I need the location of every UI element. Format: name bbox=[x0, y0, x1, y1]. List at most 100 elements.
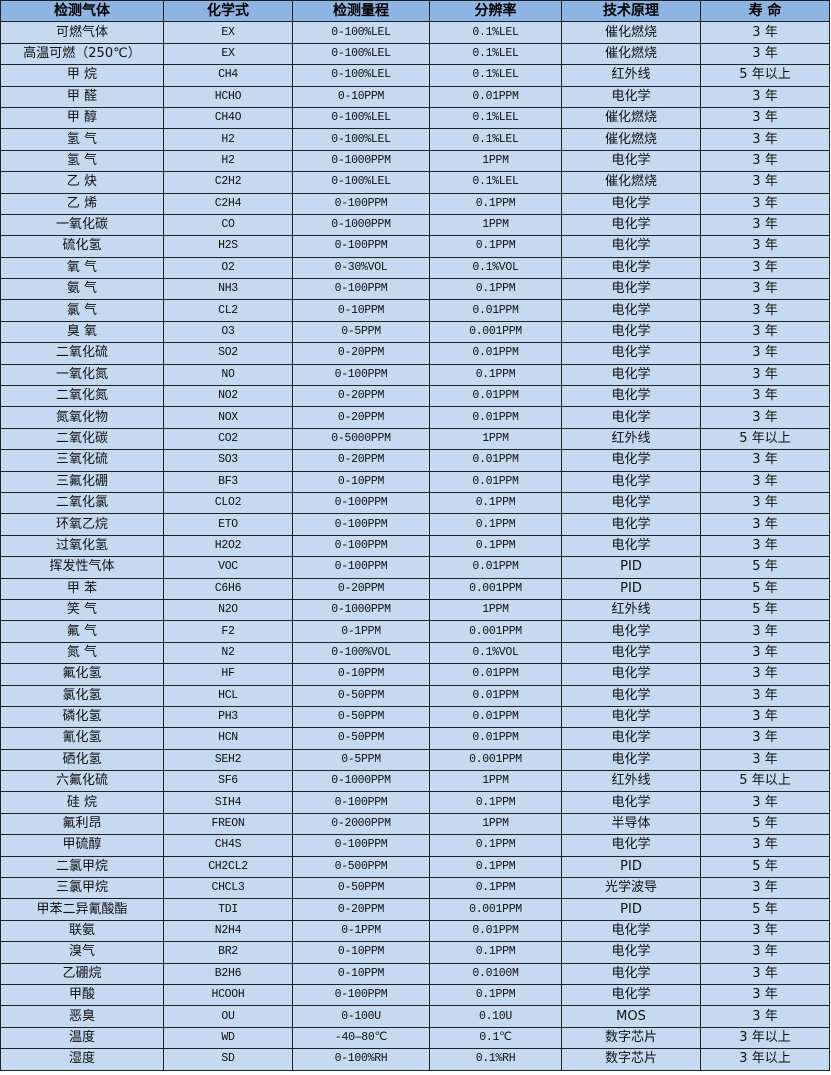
cell-formula: PH3 bbox=[163, 705, 293, 729]
cell-resolution: 0.1%RH bbox=[429, 1048, 562, 1071]
cell-range: 0-100PPM bbox=[292, 556, 430, 579]
cell-principle: 红外线 bbox=[561, 64, 701, 87]
cell-range: 0-20PPM bbox=[292, 342, 430, 365]
cell-resolution: 0.1PPM bbox=[429, 491, 562, 515]
cell-range: 0-10PPM bbox=[292, 470, 430, 493]
cell-gas: 氧 气 bbox=[0, 256, 164, 280]
cell-range: 0-100%LEL bbox=[292, 171, 430, 194]
cell-principle: 电化学 bbox=[561, 85, 701, 108]
cell-resolution: 0.1℃ bbox=[429, 1026, 562, 1050]
cell-formula: VOC bbox=[163, 556, 293, 579]
cell-formula: SIH4 bbox=[163, 791, 293, 814]
cell-formula: NH3 bbox=[163, 278, 293, 301]
cell-lifespan: 3 年 bbox=[700, 171, 830, 194]
cell-lifespan: 3 年 bbox=[700, 342, 830, 365]
cell-gas: 甲 烷 bbox=[0, 64, 164, 87]
cell-principle: 电化学 bbox=[561, 213, 701, 237]
table-row: 联氨 N2H4 0-1PPM 0.01PPM 电化学 3 年 bbox=[0, 919, 830, 943]
cell-principle: 电化学 bbox=[561, 962, 701, 985]
cell-resolution: 0.01PPM bbox=[429, 299, 562, 322]
cell-principle: 电化学 bbox=[561, 834, 701, 857]
table-row: 高温可燃（250℃） EX 0-100%LEL 0.1%LEL 催化燃烧 3 年 bbox=[0, 42, 830, 66]
cell-lifespan: 3 年 bbox=[700, 149, 830, 173]
cell-gas: 甲 醛 bbox=[0, 85, 164, 108]
cell-formula: EX bbox=[163, 21, 293, 44]
cell-principle: 电化学 bbox=[561, 620, 701, 643]
cell-range: 0-20PPM bbox=[292, 406, 430, 429]
cell-principle: 数字芯片 bbox=[561, 1048, 701, 1071]
cell-principle: 电化学 bbox=[561, 641, 701, 665]
cell-gas: 甲 苯 bbox=[0, 577, 164, 600]
cell-lifespan: 3 年 bbox=[700, 470, 830, 493]
cell-principle: 电化学 bbox=[561, 278, 701, 301]
cell-gas: 乙硼烷 bbox=[0, 962, 164, 985]
cell-lifespan: 5 年 bbox=[700, 855, 830, 879]
cell-resolution: 0.10U bbox=[429, 1005, 562, 1028]
cell-resolution: 0.01PPM bbox=[429, 85, 562, 108]
cell-formula: SF6 bbox=[163, 770, 293, 793]
header-resolution: 分辨率 bbox=[429, 0, 562, 23]
cell-resolution: 0.0100M bbox=[429, 962, 562, 985]
cell-range: 0-20PPM bbox=[292, 577, 430, 600]
cell-resolution: 0.1%LEL bbox=[429, 42, 562, 66]
cell-range: 0-100PPM bbox=[292, 235, 430, 258]
cell-resolution: 0.01PPM bbox=[429, 556, 562, 579]
cell-principle: 电化学 bbox=[561, 470, 701, 493]
cell-gas: 一氧化碳 bbox=[0, 213, 164, 237]
cell-gas: 氮氧化物 bbox=[0, 406, 164, 429]
cell-range: 0-100PPM bbox=[292, 278, 430, 301]
cell-lifespan: 3 年 bbox=[700, 663, 830, 686]
table-row: 过氧化氢 H2O2 0-100PPM 0.1PPM 电化学 3 年 bbox=[0, 534, 830, 558]
cell-formula: SD bbox=[163, 1048, 293, 1071]
cell-formula: ETO bbox=[163, 513, 293, 536]
cell-formula: HCN bbox=[163, 727, 293, 750]
cell-resolution: 0.1PPM bbox=[429, 235, 562, 258]
cell-formula: B2H6 bbox=[163, 962, 293, 985]
cell-principle: 电化学 bbox=[561, 235, 701, 258]
cell-formula: CH4S bbox=[163, 834, 293, 857]
cell-gas: 挥发性气体 bbox=[0, 556, 164, 579]
cell-range: 0-100PPM bbox=[292, 192, 430, 215]
cell-range: 0-100%LEL bbox=[292, 64, 430, 87]
cell-range: 0-1000PPM bbox=[292, 770, 430, 793]
cell-range: 0-1000PPM bbox=[292, 598, 430, 622]
cell-principle: 电化学 bbox=[561, 385, 701, 408]
table-row: 笑 气 N2O 0-1000PPM 1PPM 红外线 5 年 bbox=[0, 598, 830, 622]
cell-formula: BF3 bbox=[163, 470, 293, 493]
cell-resolution: 0.001PPM bbox=[429, 898, 562, 921]
cell-formula: SO2 bbox=[163, 342, 293, 365]
table-row: 氮氧化物 NOX 0-20PPM 0.01PPM 电化学 3 年 bbox=[0, 406, 830, 429]
cell-principle: 电化学 bbox=[561, 320, 701, 344]
cell-lifespan: 3 年 bbox=[700, 235, 830, 258]
cell-principle: 电化学 bbox=[561, 363, 701, 387]
cell-principle: 电化学 bbox=[561, 663, 701, 686]
table-row: 二氧化氮 NO2 0-20PPM 0.01PPM 电化学 3 年 bbox=[0, 385, 830, 408]
cell-gas: 氰化氢 bbox=[0, 727, 164, 750]
cell-lifespan: 3 年 bbox=[700, 834, 830, 857]
cell-resolution: 0.01PPM bbox=[429, 727, 562, 750]
cell-formula: CL2 bbox=[163, 299, 293, 322]
cell-range: 0-100PPM bbox=[292, 513, 430, 536]
table-row: 甲硫醇 CH4S 0-100PPM 0.1PPM 电化学 3 年 bbox=[0, 834, 830, 857]
table-row: 三氟化硼 BF3 0-10PPM 0.01PPM 电化学 3 年 bbox=[0, 470, 830, 493]
table-row: 可燃气体 EX 0-100%LEL 0.1%LEL 催化燃烧 3 年 bbox=[0, 21, 830, 44]
cell-range: 0-100%RH bbox=[292, 1048, 430, 1071]
table-row: 三氧化硫 SO3 0-20PPM 0.01PPM 电化学 3 年 bbox=[0, 449, 830, 472]
cell-principle: 电化学 bbox=[561, 406, 701, 429]
cell-range: 0-1000PPM bbox=[292, 213, 430, 237]
cell-resolution: 0.001PPM bbox=[429, 748, 562, 772]
cell-gas: 二氧化氮 bbox=[0, 385, 164, 408]
cell-gas: 二氧化氯 bbox=[0, 491, 164, 515]
cell-formula: SEH2 bbox=[163, 748, 293, 772]
table-row: 氰化氢 HCN 0-50PPM 0.01PPM 电化学 3 年 bbox=[0, 727, 830, 750]
cell-formula: C2H2 bbox=[163, 171, 293, 194]
cell-lifespan: 3 年 bbox=[700, 941, 830, 964]
cell-resolution: 0.1PPM bbox=[429, 834, 562, 857]
cell-range: 0-100%LEL bbox=[292, 21, 430, 44]
cell-resolution: 0.01PPM bbox=[429, 342, 562, 365]
cell-lifespan: 3 年 bbox=[700, 983, 830, 1007]
cell-resolution: 0.001PPM bbox=[429, 620, 562, 643]
cell-lifespan: 3 年 bbox=[700, 192, 830, 215]
cell-gas: 硒化氢 bbox=[0, 748, 164, 772]
cell-lifespan: 3 年 bbox=[700, 406, 830, 429]
